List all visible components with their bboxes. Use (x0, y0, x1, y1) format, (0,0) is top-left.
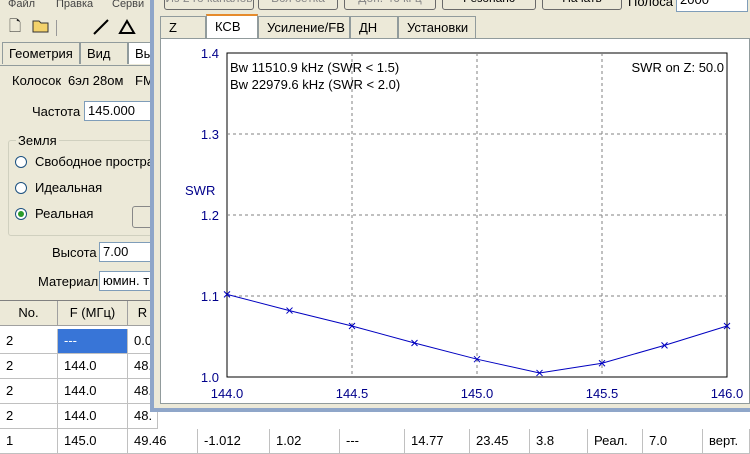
swr-data-point (411, 339, 418, 347)
y-tick-label: 1.4 (201, 46, 219, 61)
menu-edit[interactable]: Правка (56, 0, 94, 10)
row-freq[interactable]: 144.0 (58, 354, 128, 379)
resonance-button[interactable]: Резонанс (442, 0, 536, 10)
material-select[interactable]: юмин. т (99, 271, 154, 291)
table-row[interactable]: 2 144.0 48. (0, 379, 750, 404)
row-swr: 1.02 (270, 429, 340, 454)
tab-pattern[interactable]: ДН (350, 16, 398, 38)
row-no: 2 (0, 354, 58, 379)
col-header-freq[interactable]: F (МГц) (58, 301, 128, 326)
y-tick-label: 1.2 (201, 208, 219, 223)
swr-data-point (723, 322, 731, 330)
swr-data-point (348, 322, 356, 330)
antenna-elements: 6эл 28ом (68, 73, 124, 88)
swr-data-point (473, 355, 481, 363)
x-tick-label: 146.0 (711, 386, 744, 401)
tab-geometry[interactable]: Геометрия (2, 42, 80, 64)
x-tick-label: 144.5 (336, 386, 369, 401)
x-tick-label: 144.0 (211, 386, 244, 401)
swr-data-point (661, 342, 668, 349)
row-no: 1 (0, 429, 58, 454)
row-height: 7.0 (643, 429, 703, 454)
row-freq[interactable]: --- (58, 329, 128, 354)
tab-view[interactable]: Вид (80, 42, 128, 64)
row-gain-a: --- (340, 429, 405, 454)
table-row[interactable]: 2 --- 0.0 (0, 329, 750, 354)
bandwidth-20-label: Bw 22979.6 kHz (SWR < 2.0) (230, 77, 400, 92)
full-grid-button[interactable]: Вся сетка (258, 0, 338, 10)
open-folder-icon[interactable] (32, 18, 50, 36)
swr-reference-z-label: SWR on Z: 50.0 (632, 60, 724, 75)
y-tick-label: 1.0 (201, 370, 219, 385)
row-ratio: 3.8 (530, 429, 588, 454)
ground-real-label: Реальная (35, 206, 94, 221)
ground-ideal-radio[interactable] (15, 182, 27, 194)
y-tick-label: 1.3 (201, 127, 219, 142)
toolbar: 🗋 (0, 14, 160, 42)
row-r: 49.46 (128, 429, 198, 454)
col-header-no[interactable]: No. (0, 301, 58, 326)
ground-real-radio[interactable] (15, 208, 27, 220)
row-no: 2 (0, 379, 58, 404)
frequency-input[interactable]: 145.000 (84, 101, 154, 121)
channels-button[interactable]: Из 2 го каналов (164, 0, 254, 10)
swr-data-point (223, 291, 231, 298)
row-no: 2 (0, 404, 58, 429)
line-icon[interactable] (92, 18, 110, 36)
swr-window: Из 2 го каналов Вся сетка Доп. 46 кГц Ре… (150, 0, 750, 412)
row-polarization: верт. (703, 429, 750, 454)
x-tick-label: 145.5 (586, 386, 619, 401)
row-gain-b: 14.77 (405, 429, 470, 454)
material-label: Материал (38, 274, 99, 289)
swr-plot-panel: 144.0 144.5 145.0 145.5 146.0 1.0 1.1 1.2 1.3 1.4… (160, 38, 750, 404)
tab-settings[interactable]: Установки (398, 16, 476, 38)
row-freq[interactable]: 145.0 (58, 429, 128, 454)
tab-z[interactable]: Z (160, 16, 206, 38)
y-axis-label: SWR (185, 183, 215, 198)
y-tick-label: 1.1 (201, 289, 219, 304)
new-file-icon[interactable]: 🗋 (8, 18, 22, 35)
swr-data-point (286, 307, 293, 314)
swr-data-point (598, 359, 606, 367)
row-freq[interactable]: 144.0 (58, 404, 128, 429)
geometry-panel (0, 65, 160, 310)
menu-service[interactable]: Серви (112, 0, 145, 10)
ground-free-radio[interactable] (15, 156, 27, 168)
antenna-label: Колосок (12, 73, 62, 88)
ground-ideal-label: Идеальная (35, 180, 103, 195)
height-input[interactable]: 7.00 (99, 242, 154, 262)
row-x: -1.012 (198, 429, 270, 454)
tab-swr[interactable]: КСВ (206, 14, 258, 39)
tab-gain-fb[interactable]: Усиление/FB (258, 16, 350, 38)
start-button[interactable]: Начать (542, 0, 622, 10)
ground-free-label: Свободное простра (35, 154, 155, 169)
x-tick-label: 145.0 (461, 386, 494, 401)
ground-title: Земля (16, 133, 59, 148)
row-no: 2 (0, 329, 58, 354)
extra-khz-button[interactable]: Доп. 46 кГц (344, 0, 436, 10)
triangle-icon[interactable] (118, 18, 136, 36)
swr-data-point (536, 369, 543, 377)
row-r: 48. (128, 404, 158, 429)
menu-file[interactable]: Файл (8, 0, 36, 10)
row-freq[interactable]: 144.0 (58, 379, 128, 404)
table-row[interactable]: 2 144.0 48. (0, 404, 750, 429)
row-ground: Реал. (588, 429, 643, 454)
antenna-cut: FM (135, 73, 154, 88)
frequency-label: Частота (32, 104, 81, 119)
bandwidth-15-label: Bw 11510.9 kHz (SWR < 1.5) (230, 60, 399, 75)
row-fb: 23.45 (470, 429, 530, 454)
height-label: Высота (52, 245, 97, 260)
band-label: Полоса (628, 0, 673, 9)
swr-chart: 144.0 144.5 145.0 145.5 146.0 1.0 1.1 1.2 1.3 1.4… (185, 46, 744, 401)
band-select[interactable]: 2000 (676, 0, 748, 12)
table-row[interactable]: 1 145.0 49.46 -1.012 1.02 --- 14.77 23.4… (0, 429, 750, 454)
